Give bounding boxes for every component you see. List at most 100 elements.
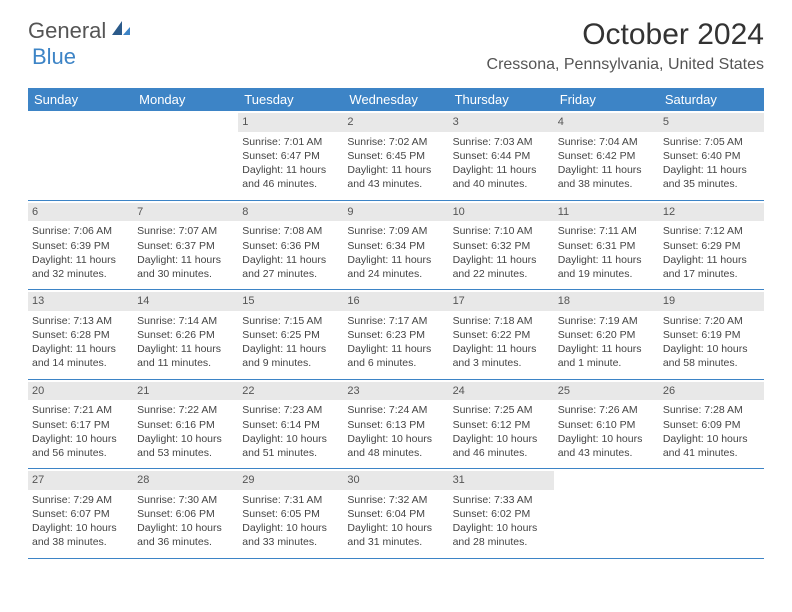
weekday-header: Wednesday xyxy=(343,88,448,111)
calendar-cell: 20Sunrise: 7:21 AMSunset: 6:17 PMDayligh… xyxy=(28,379,133,468)
cell-d2: and 22 minutes. xyxy=(453,267,550,281)
cell-sr: Sunrise: 7:33 AM xyxy=(453,493,550,507)
cell-ss: Sunset: 6:47 PM xyxy=(242,149,339,163)
day-number: 25 xyxy=(554,382,659,401)
cell-ss: Sunset: 6:34 PM xyxy=(347,239,444,253)
cell-sr: Sunrise: 7:19 AM xyxy=(558,314,655,328)
cell-sr: Sunrise: 7:02 AM xyxy=(347,135,444,149)
cell-ss: Sunset: 6:37 PM xyxy=(137,239,234,253)
day-number: 8 xyxy=(238,203,343,222)
day-number: 3 xyxy=(449,113,554,132)
cell-ss: Sunset: 6:42 PM xyxy=(558,149,655,163)
logo: General xyxy=(28,18,134,44)
cell-ss: Sunset: 6:44 PM xyxy=(453,149,550,163)
cell-d1: Daylight: 11 hours xyxy=(32,342,129,356)
cell-d1: Daylight: 11 hours xyxy=(347,342,444,356)
page-header: General October 2024 Cressona, Pennsylva… xyxy=(0,0,792,82)
cell-sr: Sunrise: 7:14 AM xyxy=(137,314,234,328)
day-number: 22 xyxy=(238,382,343,401)
calendar-cell xyxy=(28,111,133,200)
sail-icon xyxy=(110,19,132,44)
cell-d1: Daylight: 11 hours xyxy=(453,342,550,356)
cell-d1: Daylight: 10 hours xyxy=(453,432,550,446)
cell-ss: Sunset: 6:12 PM xyxy=(453,418,550,432)
day-number: 15 xyxy=(238,292,343,311)
cell-sr: Sunrise: 7:13 AM xyxy=(32,314,129,328)
logo-text-general: General xyxy=(28,18,106,44)
cell-ss: Sunset: 6:39 PM xyxy=(32,239,129,253)
calendar-cell: 29Sunrise: 7:31 AMSunset: 6:05 PMDayligh… xyxy=(238,469,343,558)
cell-ss: Sunset: 6:13 PM xyxy=(347,418,444,432)
cell-d1: Daylight: 10 hours xyxy=(242,432,339,446)
day-number: 18 xyxy=(554,292,659,311)
cell-d1: Daylight: 11 hours xyxy=(558,253,655,267)
cell-d1: Daylight: 11 hours xyxy=(558,342,655,356)
day-number: 29 xyxy=(238,471,343,490)
cell-d2: and 19 minutes. xyxy=(558,267,655,281)
calendar-cell: 12Sunrise: 7:12 AMSunset: 6:29 PMDayligh… xyxy=(659,200,764,289)
cell-d2: and 27 minutes. xyxy=(242,267,339,281)
cell-d1: Daylight: 10 hours xyxy=(558,432,655,446)
day-number: 28 xyxy=(133,471,238,490)
cell-d1: Daylight: 11 hours xyxy=(32,253,129,267)
day-number: 14 xyxy=(133,292,238,311)
cell-d1: Daylight: 11 hours xyxy=(137,253,234,267)
calendar-cell xyxy=(554,469,659,558)
calendar-cell: 24Sunrise: 7:25 AMSunset: 6:12 PMDayligh… xyxy=(449,379,554,468)
cell-d1: Daylight: 11 hours xyxy=(663,163,760,177)
cell-sr: Sunrise: 7:31 AM xyxy=(242,493,339,507)
calendar-cell: 13Sunrise: 7:13 AMSunset: 6:28 PMDayligh… xyxy=(28,290,133,379)
cell-sr: Sunrise: 7:15 AM xyxy=(242,314,339,328)
cell-sr: Sunrise: 7:07 AM xyxy=(137,224,234,238)
cell-d2: and 6 minutes. xyxy=(347,356,444,370)
calendar-table: SundayMondayTuesdayWednesdayThursdayFrid… xyxy=(28,88,764,559)
cell-d1: Daylight: 11 hours xyxy=(137,342,234,356)
cell-d2: and 24 minutes. xyxy=(347,267,444,281)
calendar-cell: 18 Sunrise: 7:19 AMSunset: 6:20 PMDayligh… xyxy=(554,290,659,379)
cell-sr: Sunrise: 7:23 AM xyxy=(242,403,339,417)
calendar-week: 13Sunrise: 7:13 AMSunset: 6:28 PMDayligh… xyxy=(28,290,764,379)
logo-text-blue-wrap: Blue xyxy=(32,44,76,70)
calendar-cell: 8Sunrise: 7:08 AMSunset: 6:36 PMDaylight… xyxy=(238,200,343,289)
cell-sr: Sunrise: 7:32 AM xyxy=(347,493,444,507)
cell-ss: Sunset: 6:14 PM xyxy=(242,418,339,432)
cell-sr: Sunrise: 7:03 AM xyxy=(453,135,550,149)
cell-ss: Sunset: 6:09 PM xyxy=(663,418,760,432)
cell-sr: Sunrise: 7:08 AM xyxy=(242,224,339,238)
cell-d2: and 17 minutes. xyxy=(663,267,760,281)
calendar-cell: 17Sunrise: 7:18 AMSunset: 6:22 PMDayligh… xyxy=(449,290,554,379)
cell-ss: Sunset: 6:45 PM xyxy=(347,149,444,163)
day-number: 20 xyxy=(28,382,133,401)
weekday-header: Sunday xyxy=(28,88,133,111)
calendar-week: 1Sunrise: 7:01 AMSunset: 6:47 PMDaylight… xyxy=(28,111,764,200)
cell-ss: Sunset: 6:02 PM xyxy=(453,507,550,521)
cell-sr: Sunrise: 7:18 AM xyxy=(453,314,550,328)
cell-sr: Sunrise: 7:04 AM xyxy=(558,135,655,149)
day-number: 26 xyxy=(659,382,764,401)
cell-d2: and 51 minutes. xyxy=(242,446,339,460)
cell-sr: Sunrise: 7:17 AM xyxy=(347,314,444,328)
cell-d2: and 43 minutes. xyxy=(347,177,444,191)
cell-ss: Sunset: 6:22 PM xyxy=(453,328,550,342)
day-number: 27 xyxy=(28,471,133,490)
cell-d1: Daylight: 11 hours xyxy=(663,253,760,267)
cell-d2: and 53 minutes. xyxy=(137,446,234,460)
calendar-cell: 19Sunrise: 7:20 AMSunset: 6:19 PMDayligh… xyxy=(659,290,764,379)
cell-sr: Sunrise: 7:06 AM xyxy=(32,224,129,238)
cell-d2: and 9 minutes. xyxy=(242,356,339,370)
cell-d1: Daylight: 10 hours xyxy=(242,521,339,535)
cell-d2: and 1 minute. xyxy=(558,356,655,370)
cell-d1: Daylight: 10 hours xyxy=(32,521,129,535)
cell-d2: and 33 minutes. xyxy=(242,535,339,549)
cell-ss: Sunset: 6:17 PM xyxy=(32,418,129,432)
cell-d2: and 41 minutes. xyxy=(663,446,760,460)
cell-ss: Sunset: 6:07 PM xyxy=(32,507,129,521)
calendar-cell: 25Sunrise: 7:26 AMSunset: 6:10 PMDayligh… xyxy=(554,379,659,468)
cell-d2: and 30 minutes. xyxy=(137,267,234,281)
month-title: October 2024 xyxy=(487,18,764,52)
cell-sr: Sunrise: 7:11 AM xyxy=(558,224,655,238)
cell-sr: Sunrise: 7:28 AM xyxy=(663,403,760,417)
title-block: October 2024 Cressona, Pennsylvania, Uni… xyxy=(487,18,764,74)
cell-d2: and 28 minutes. xyxy=(453,535,550,549)
cell-ss: Sunset: 6:20 PM xyxy=(558,328,655,342)
